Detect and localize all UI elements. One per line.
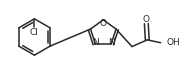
Text: O: O	[100, 19, 107, 28]
Text: N: N	[92, 38, 99, 47]
Text: OH: OH	[166, 38, 180, 47]
Text: O: O	[143, 15, 150, 24]
Text: Cl: Cl	[30, 28, 39, 37]
Text: N: N	[108, 38, 115, 47]
